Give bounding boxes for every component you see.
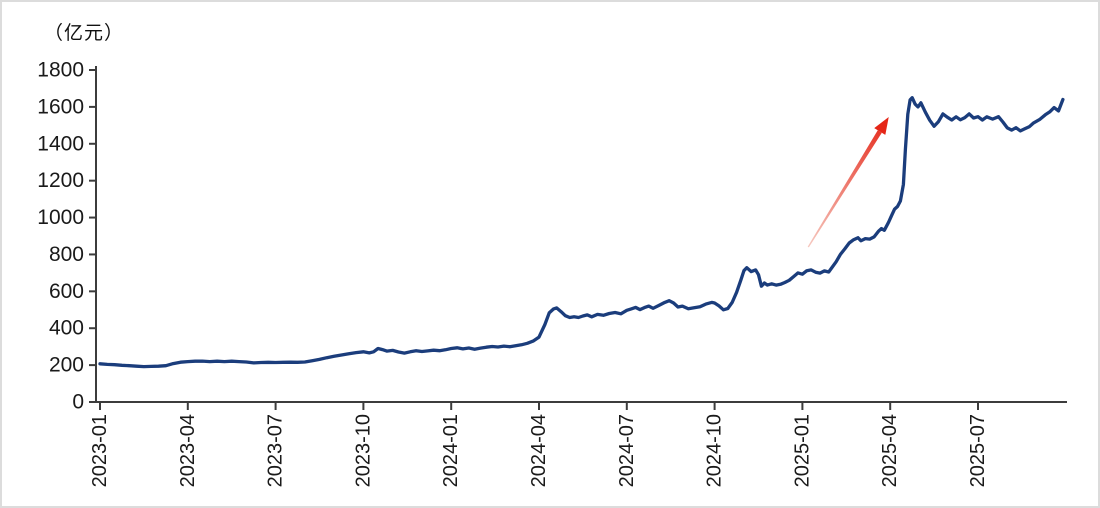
x-axis-tick-label: 2024-01 [440,414,462,487]
y-axis-tick-label: 0 [72,391,84,414]
y-axis-tick-label: 800 [49,243,84,266]
arrow-shaft [807,130,882,248]
x-axis-tick-label: 2025-04 [879,414,901,487]
x-axis-tick-label: 2023-10 [352,414,374,487]
x-axis-tick-label: 2023-04 [177,414,199,487]
axes [89,66,1067,410]
axis-labels: 0 200 400 600 800 1000 1200 1400 1600 1800 2023-01… [37,59,989,488]
x-axis-tick-label: 2024-04 [528,414,550,487]
data-line [98,96,1065,369]
y-axis-tick-label: 600 [49,280,84,303]
arrow-head [874,117,889,135]
x-axis-tick-label: 2025-01 [791,414,813,487]
y-axis-tick-label: 200 [49,354,84,377]
y-axis-tick-label: 1200 [37,169,84,192]
y-axis-tick-label: 400 [49,317,84,340]
y-axis-tick-label: 1400 [37,132,84,155]
trend-arrow-annotation [807,117,889,248]
x-axis-tick-label: 2023-01 [89,414,111,487]
x-axis-tick-label: 2024-07 [616,414,638,487]
x-axis-tick-label: 2023-07 [265,414,287,487]
x-axis-tick-label: 2025-07 [967,414,989,487]
y-axis-tick-label: 1000 [37,206,84,229]
y-axis-unit-label: （亿元） [44,23,125,44]
x-axis-tick-label: 2024-10 [704,414,726,487]
y-axis-tick-label: 1800 [37,59,84,82]
data-series [98,96,1065,369]
y-axis-tick-label: 1600 [37,95,84,118]
